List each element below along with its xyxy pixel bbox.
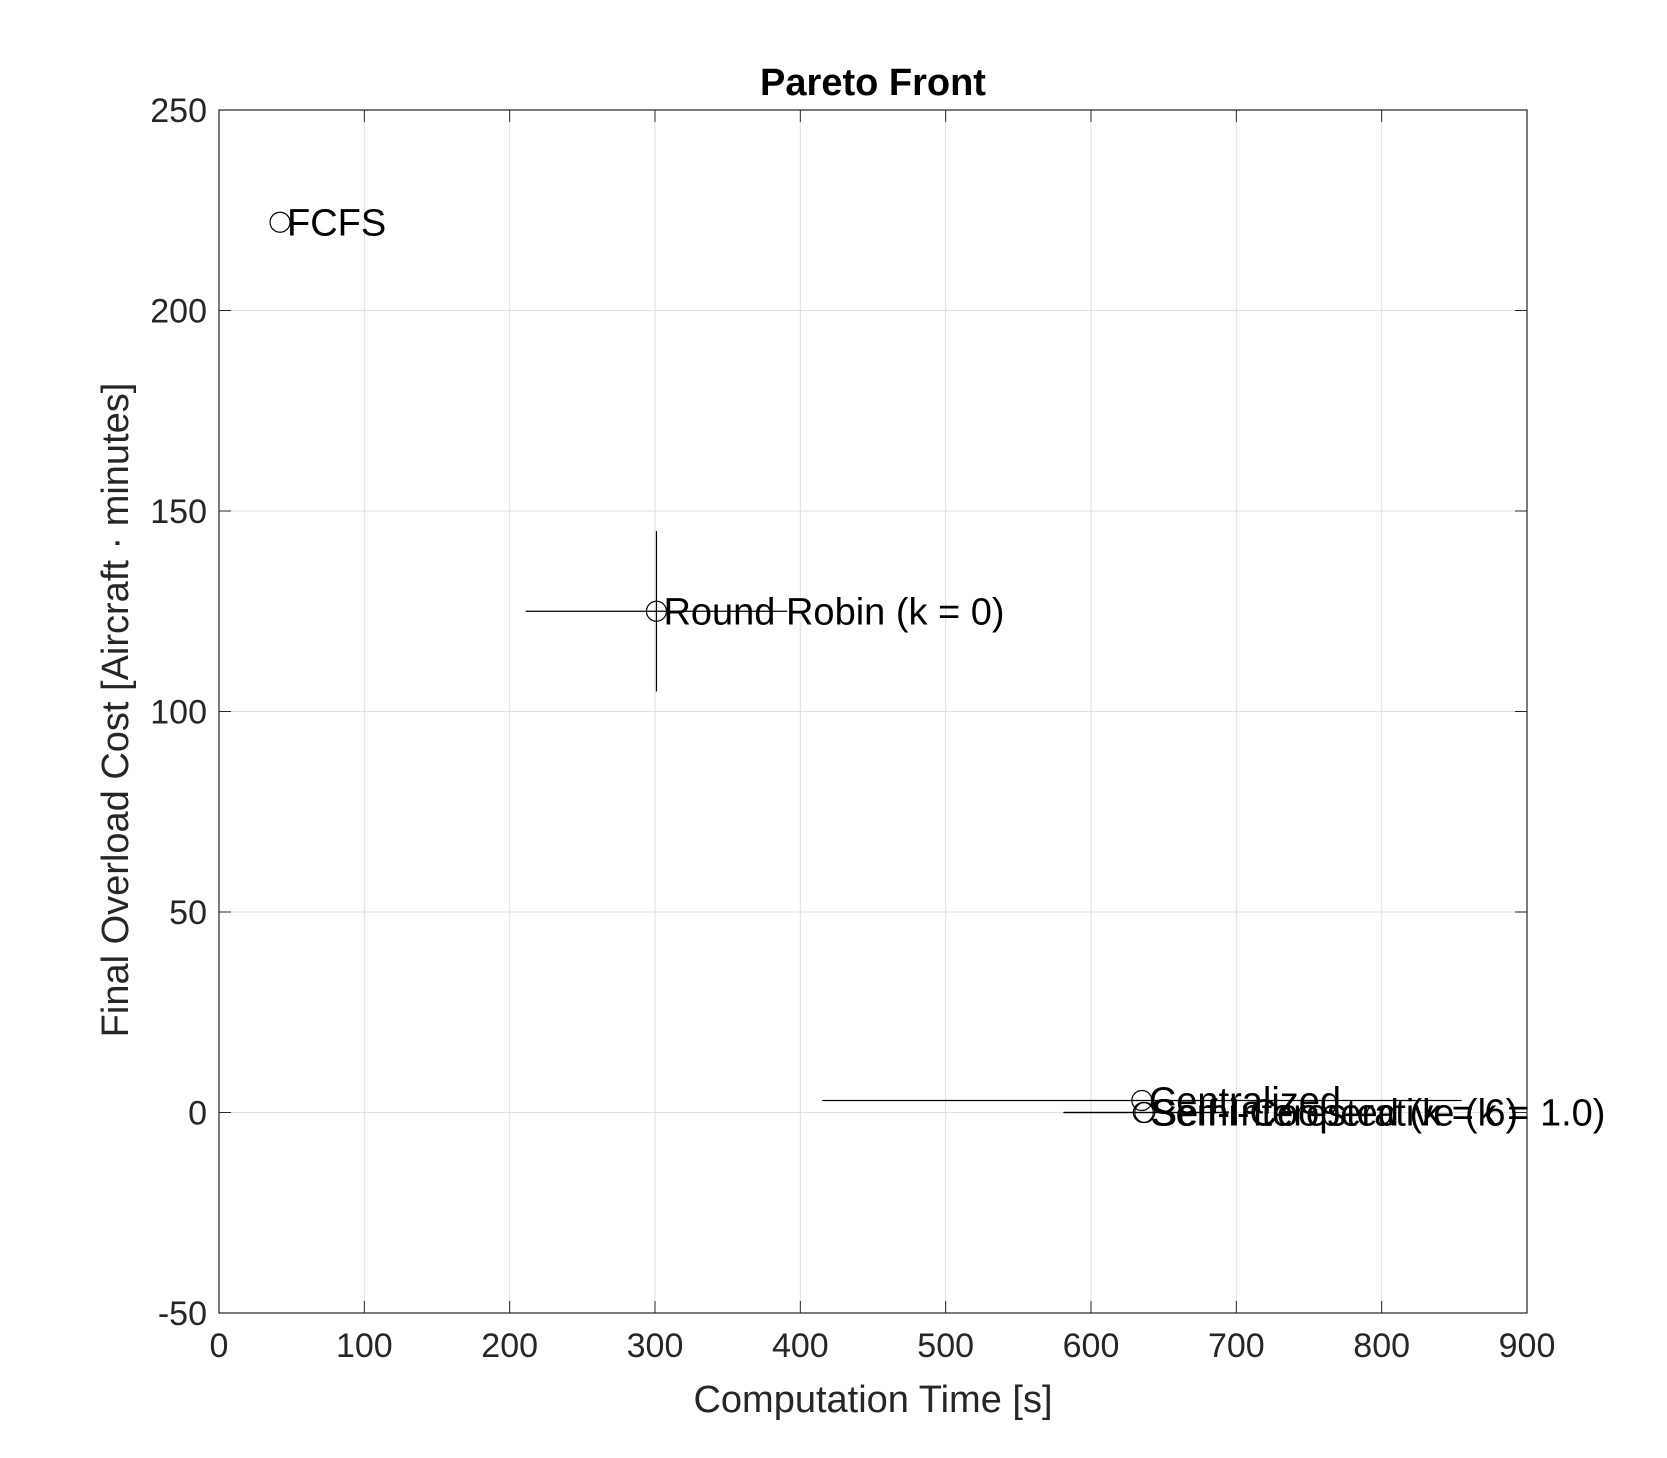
y-tick-label: 250 <box>150 92 207 130</box>
data-point-marker <box>1131 1089 1153 1112</box>
x-tick-label: 200 <box>481 1327 538 1365</box>
data-point-label: Round Robin (k = 0) <box>663 591 1004 633</box>
grid-lines <box>218 109 1528 1314</box>
data-point-label: Semi-Cooperative (k = 1.0) <box>1150 1093 1605 1135</box>
x-tick-label: 300 <box>627 1327 684 1365</box>
x-tick-label: 100 <box>336 1327 393 1365</box>
tick-labels: 0 100 200 300 400 500 600 700 800 900-50050100150… <box>150 92 1555 1365</box>
data-markers <box>269 211 1156 1124</box>
x-tick-label: 700 <box>1208 1327 1265 1365</box>
y-tick-label: 100 <box>150 694 207 732</box>
data-point-label: Centralized <box>1149 1080 1341 1122</box>
data-point-marker <box>269 211 291 233</box>
x-axis-label: Computation Time [s] <box>693 1379 1052 1421</box>
x-tick-label: 0 <box>210 1327 229 1365</box>
chart-title: Pareto Front <box>760 62 986 104</box>
y-tick-label: 50 <box>169 894 207 932</box>
y-tick-label: 0 <box>188 1095 207 1133</box>
point-labels: FCFS Round Robin (k = 0) CentralizedSemi-C… <box>287 202 1605 1134</box>
x-tick-label: 500 <box>917 1327 974 1365</box>
x-tick-label: 900 <box>1499 1327 1556 1365</box>
x-tick-label: 600 <box>1063 1327 1120 1365</box>
x-tick-label: 400 <box>772 1327 829 1365</box>
y-tick-label: 200 <box>150 293 207 331</box>
y-tick-label: 150 <box>150 493 207 531</box>
error-bars <box>525 531 1462 1114</box>
data-point-marker <box>1134 1101 1156 1124</box>
x-tick-label: 800 <box>1353 1327 1410 1365</box>
data-point-label: FCFS <box>287 202 386 244</box>
data-point-marker <box>645 600 668 622</box>
y-axis-label: Final Overload Cost [Aircraft · minutes] <box>95 383 137 1038</box>
axes-box <box>218 109 1528 1314</box>
data-point-label: Self-Interested (k = 6) <box>1152 1093 1518 1135</box>
y-tick-label: -50 <box>158 1295 207 1333</box>
